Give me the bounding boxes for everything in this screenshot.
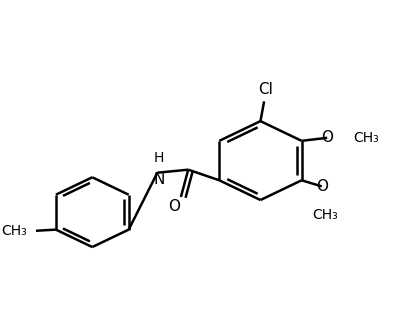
Text: CH₃: CH₃ (313, 208, 338, 222)
Text: H: H (154, 151, 164, 165)
Text: O: O (321, 130, 333, 145)
Text: N: N (154, 172, 165, 187)
Text: Cl: Cl (259, 82, 274, 97)
Text: O: O (316, 179, 328, 194)
Text: CH₃: CH₃ (353, 131, 379, 145)
Text: O: O (168, 199, 180, 214)
Text: CH₃: CH₃ (2, 224, 27, 238)
